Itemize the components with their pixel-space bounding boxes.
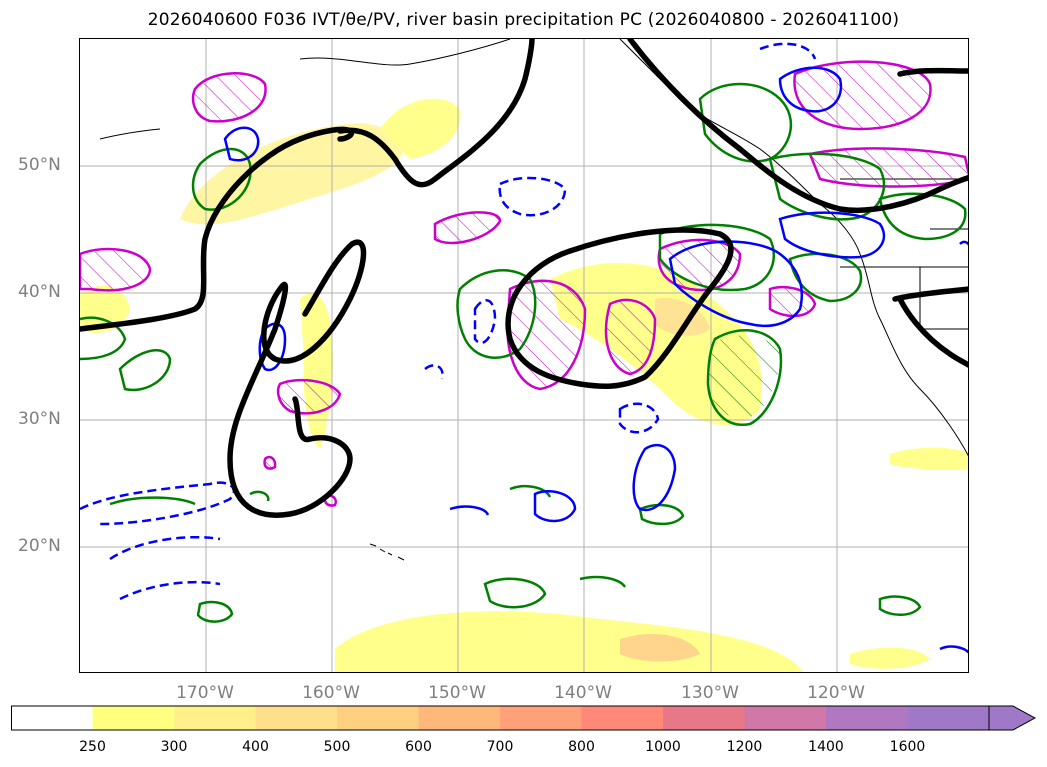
colorbar-swatch — [11, 706, 93, 730]
colorbar-swatch — [826, 706, 908, 730]
colorbar-swatch — [907, 706, 990, 730]
map-canvas — [80, 39, 968, 672]
colorbar-tick-label: 600 — [405, 739, 432, 755]
colorbar-swatch — [418, 706, 501, 730]
lon-label: 130°W — [681, 683, 739, 703]
tropopause-contour — [80, 39, 968, 518]
colorbar-outline — [11, 705, 989, 731]
colorbar-tick-label: 1600 — [889, 739, 926, 755]
colorbar-tick-label: 800 — [568, 739, 595, 755]
lon-label: 170°W — [176, 683, 234, 703]
lon-label: 120°W — [807, 683, 865, 703]
map-panel — [79, 38, 969, 673]
colorbar-swatches — [11, 705, 1036, 731]
colorbar-swatch — [92, 706, 175, 730]
colorbar-tick-label: 1400 — [808, 739, 844, 755]
colorbar-swatch — [500, 706, 582, 730]
colorbar-tick-label: 400 — [242, 739, 269, 755]
colorbar-swatch — [337, 706, 419, 730]
chart-title: 2026040600 F036 IVT/θe/PV, river basin p… — [147, 10, 900, 30]
lat-label: 40°N — [18, 282, 61, 302]
colorbar-tick-label: 300 — [160, 739, 188, 755]
colorbar-tick-label: 1200 — [726, 739, 763, 755]
colorbar-swatch — [255, 706, 338, 730]
colorbar — [11, 705, 1036, 731]
lat-label: 20°N — [18, 536, 61, 556]
lon-label: 160°W — [302, 683, 360, 703]
colorbar-swatch — [744, 706, 827, 730]
precip-pc-hatched — [80, 60, 968, 507]
colorbar-swatch — [581, 706, 664, 730]
lon-label: 150°W — [428, 683, 486, 703]
colorbar-tick-label: 500 — [323, 739, 351, 755]
theta-e-hatched-area — [708, 335, 780, 419]
lon-label: 140°W — [554, 683, 612, 703]
pv-contours — [223, 66, 968, 654]
colorbar-swatch — [174, 706, 256, 730]
colorbar-tick-label: 1000 — [645, 739, 681, 755]
colorbar-tick-label: 250 — [79, 739, 106, 755]
lat-label: 50°N — [18, 155, 61, 175]
colorbar-swatch — [663, 706, 745, 730]
colorbar-extend-arrow — [988, 705, 1036, 731]
colorbar-tick-label: 700 — [486, 739, 514, 755]
lat-label: 30°N — [18, 409, 61, 429]
ivt-fill — [80, 98, 968, 672]
